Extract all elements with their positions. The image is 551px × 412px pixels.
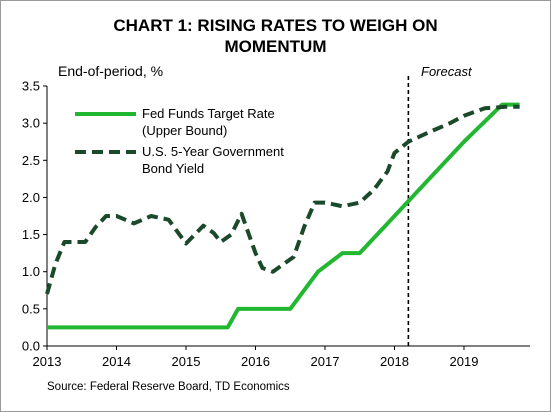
- fed-funds-line: [47, 102, 520, 330]
- y-tick-label: 2.5: [22, 153, 40, 168]
- y-tick-label: 1.0: [22, 264, 40, 279]
- y-tick-label: 3.0: [22, 116, 40, 131]
- y-tick-label: 3.5: [22, 79, 40, 94]
- legend-label-line2: (Upper Bound): [142, 123, 227, 138]
- chart-title-line2: MOMENTUM: [224, 37, 327, 56]
- tick-labels: 0.0 0.5 1.0 1.5 2.0 2.5 3.0 3.5 2013 2014 2015 2016…: [22, 79, 479, 370]
- source-note: Source: Federal Reserve Board, TD Econom…: [47, 381, 290, 393]
- y-tick-label: 0.0: [22, 339, 40, 354]
- forecast-label: Forecast: [421, 64, 472, 79]
- x-tick-label: 2017: [311, 354, 340, 369]
- x-tick-label: 2014: [102, 354, 131, 369]
- x-tick-label: 2015: [172, 354, 201, 369]
- x-tick-label: 2019: [450, 354, 479, 369]
- x-tick-label: 2016: [241, 354, 270, 369]
- y-tick-label: 0.5: [22, 301, 40, 316]
- x-tick-label: 2018: [380, 354, 409, 369]
- y-tick-label: 1.5: [22, 227, 40, 242]
- legend-label: U.S. 5-Year Government: [142, 144, 284, 159]
- legend-label-line2: Bond Yield: [142, 161, 204, 176]
- series-layer: [45, 76, 520, 346]
- legend-label: Fed Funds Target Rate: [142, 106, 275, 121]
- chart-title-line1: CHART 1: RISING RATES TO WEIGH ON: [113, 16, 438, 35]
- x-tick-label: 2013: [33, 354, 62, 369]
- axes: [43, 85, 530, 350]
- bond-yield-line: [45, 104, 520, 295]
- y-axis-label: End-of-period, %: [58, 63, 164, 79]
- legend: Fed Funds Target Rate (Upper Bound) U.S. 5…: [75, 106, 284, 176]
- y-tick-label: 2.0: [22, 190, 40, 205]
